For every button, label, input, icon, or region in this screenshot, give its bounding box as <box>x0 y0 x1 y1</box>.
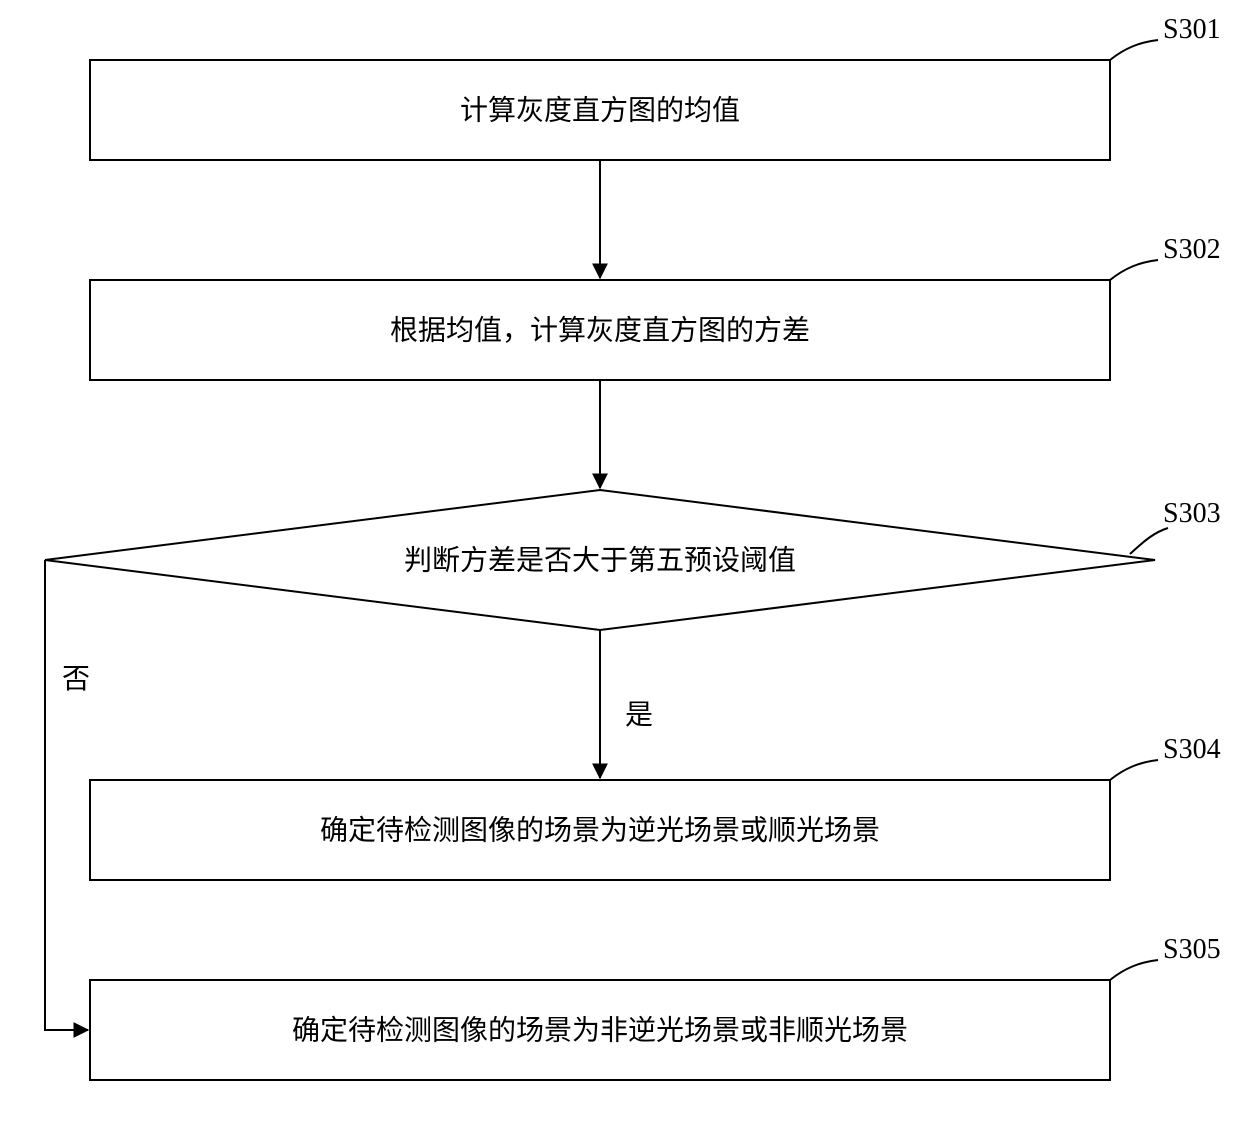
decision-text-s303: 判断方差是否大于第五预设阈值 <box>404 544 796 576</box>
process-text-s301: 计算灰度直方图的均值 <box>460 94 740 126</box>
process-text-s304: 确定待检测图像的场景为逆光场景或顺光场景 <box>320 814 880 846</box>
callout-s303 <box>1130 528 1168 554</box>
callout-s301 <box>1110 40 1158 60</box>
step-label-s302: S302 <box>1163 234 1221 265</box>
step-label-s301: S301 <box>1163 14 1221 45</box>
edge-label-yes: 是 <box>625 700 653 731</box>
process-text-s302: 根据均值，计算灰度直方图的方差 <box>390 314 810 346</box>
step-label-s304: S304 <box>1163 734 1221 765</box>
edge-label-no: 否 <box>62 664 90 695</box>
edge-s303-s305-no <box>45 560 88 1030</box>
step-label-s303: S303 <box>1163 498 1221 529</box>
process-text-s305: 确定待检测图像的场景为非逆光场景或非顺光场景 <box>292 1014 908 1046</box>
callout-s302 <box>1110 260 1158 280</box>
step-label-s305: S305 <box>1163 934 1221 965</box>
callout-s304 <box>1110 760 1158 780</box>
callout-s305 <box>1110 960 1158 980</box>
